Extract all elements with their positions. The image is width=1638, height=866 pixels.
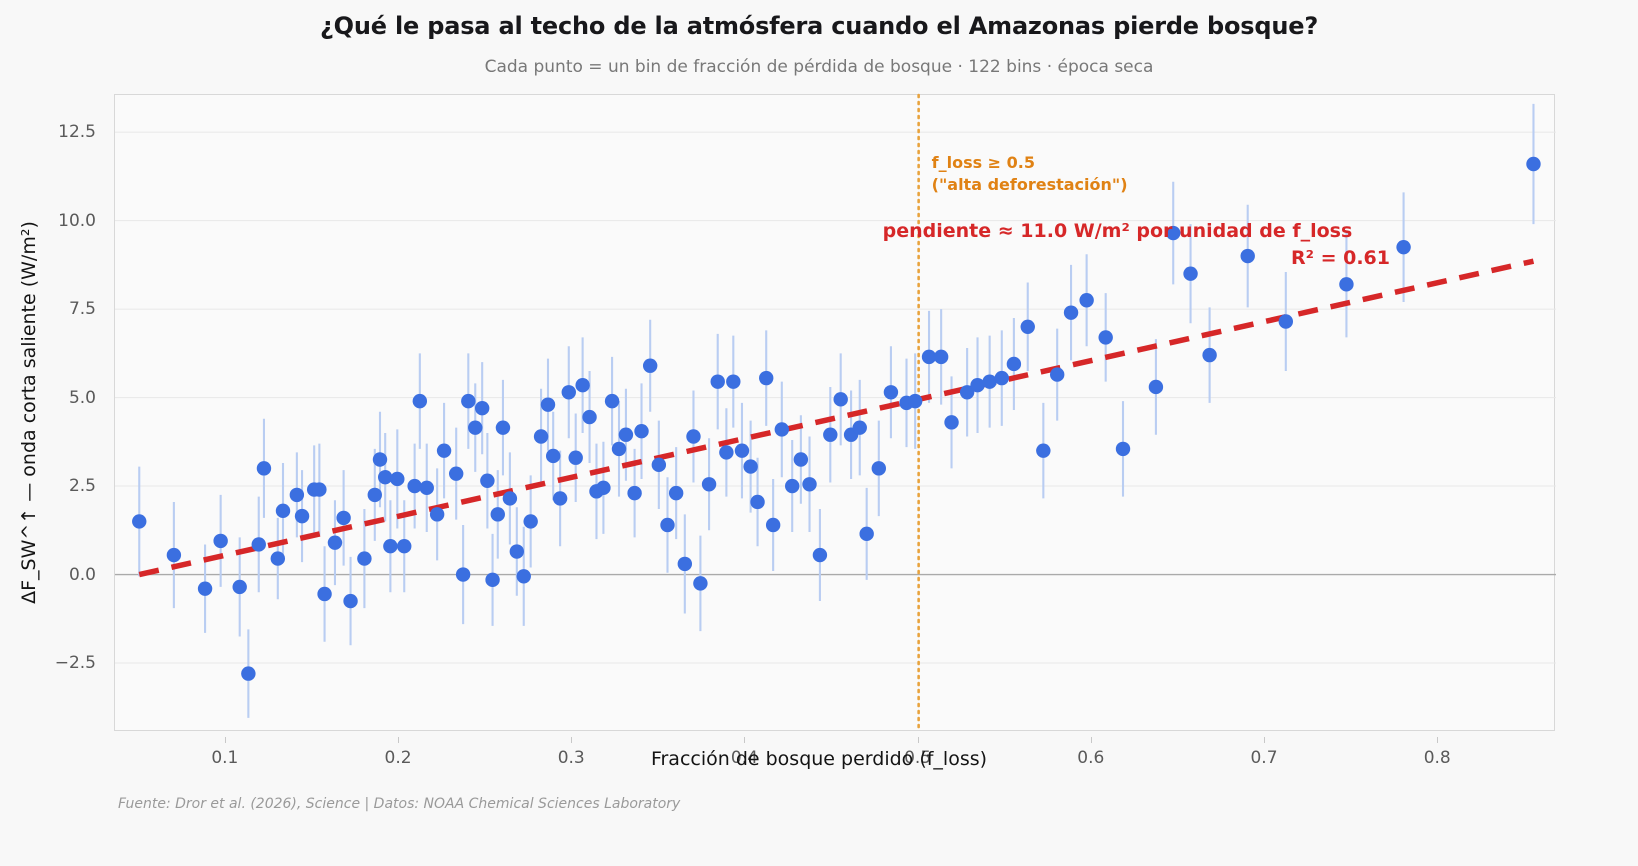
x-tick-mark	[1437, 737, 1439, 743]
x-tick-mark	[1264, 737, 1266, 743]
y-tick-label: 0.0	[68, 564, 96, 585]
errorbar-group	[138, 103, 1535, 718]
slope-annotation: pendiente ≈ 11.0 W/m² por unidad de f_lo…	[882, 220, 1353, 242]
x-tick-label: 0.2	[384, 748, 412, 768]
threshold-annotation: f_loss ≥ 0.5 ("alta deforestación")	[931, 153, 1128, 194]
x-tick-mark	[571, 737, 573, 743]
x-tick-label: 0.6	[1077, 748, 1105, 768]
x-tick-mark	[224, 737, 226, 743]
chart-subtitle: Cada punto = un bin de fracción de pérdi…	[484, 57, 1154, 77]
y-axis-ticks: −2.5 0.0 2.5 5.0 7.5 10.0 12.5	[34, 94, 96, 731]
x-tick-label: 0.5	[904, 748, 932, 768]
x-tick-label: 0.4	[730, 748, 758, 768]
y-tick-label: 10.0	[58, 210, 96, 231]
chart-title: ¿Qué le pasa al techo de la atmósfera cu…	[319, 12, 1319, 40]
y-tick-label: 12.5	[58, 122, 96, 143]
y-tick-label: 2.5	[68, 476, 96, 497]
scatter-point-group	[132, 156, 1541, 681]
r-squared-annotation: R² = 0.61	[1291, 247, 1390, 269]
x-axis-label: Fracción de bosque perdido (f_loss)	[650, 748, 988, 770]
plot-svg	[115, 93, 1556, 734]
chart-footer: Fuente: Dror et al. (2026), Science | Da…	[118, 796, 681, 812]
x-tick-label: 0.7	[1250, 748, 1278, 768]
x-tick-mark	[744, 737, 746, 743]
x-tick-label: 0.1	[211, 748, 239, 768]
y-tick-label: −2.5	[54, 652, 96, 673]
x-tick-mark	[917, 737, 919, 743]
y-tick-label: 5.0	[68, 387, 96, 408]
x-tick-mark	[398, 737, 400, 743]
x-tick-mark	[1090, 737, 1092, 743]
y-tick-label: 7.5	[68, 299, 96, 320]
x-tick-label: 0.8	[1423, 748, 1451, 768]
plot-area[interactable]	[114, 93, 1556, 734]
x-axis-ticks: 0.1 0.2 0.3 0.4 0.5 0.6 0.7 0.8	[114, 737, 1555, 768]
x-tick-label: 0.3	[557, 748, 585, 768]
